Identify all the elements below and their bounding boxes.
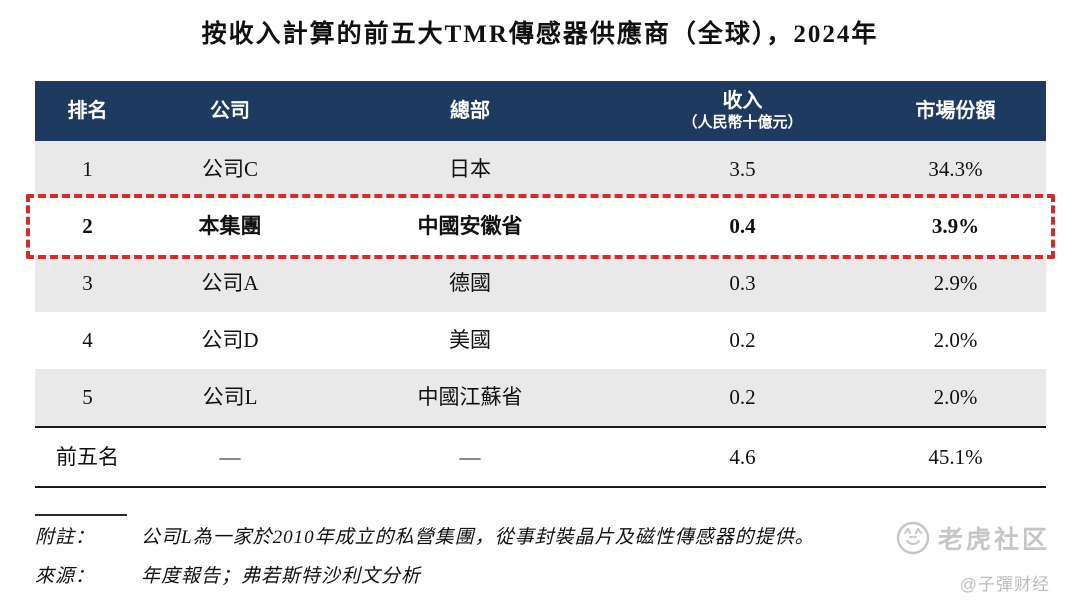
cell-revenue: 3.5: [729, 157, 756, 182]
note-text: 公司L為一家於2010年成立的私營集團，從事封裝晶片及磁性傳感器的提供。: [141, 527, 815, 548]
cell-share: 2.9%: [933, 271, 978, 296]
header-cell-share: 市場份額: [915, 99, 996, 122]
cell-hq: 德國: [449, 271, 491, 296]
table-row: 5 公司L 中國江蘇省 0.2 2.0%: [35, 369, 1046, 426]
table-row: 4 公司D 美國 0.2 2.0%: [35, 312, 1046, 369]
cell-share: 2.0%: [933, 328, 978, 353]
table-row: 3 公司A 德國 0.3 2.9%: [35, 255, 1046, 312]
note-gap: [103, 524, 141, 553]
footnotes: 附註： 公司L為一家於2010年成立的私營集團，從事封裝晶片及磁性傳感器的提供。…: [35, 524, 815, 601]
cell-rank: 5: [82, 385, 93, 410]
header-revenue-line2: （人民幣十億元）: [682, 114, 803, 131]
cell-share: 2.0%: [933, 385, 978, 410]
cell-rank: 3: [82, 271, 93, 296]
cell-company: 公司D: [201, 328, 259, 353]
table-row: 1 公司C 日本 3.5 34.3%: [35, 141, 1046, 198]
source-text: 年度報告；弗若斯特沙利文分析: [141, 565, 422, 587]
source-label: 來源：: [35, 565, 96, 587]
table-row-highlighted: 2 本集團 中國安徽省 0.4 3.9%: [26, 194, 1055, 259]
cell-hq: —: [459, 444, 481, 469]
cell-revenue: 0.4: [729, 214, 756, 239]
cell-share: 45.1%: [928, 444, 983, 469]
page-title: 按收入計算的前五大TMR傳感器供應商（全球），2024年: [201, 21, 879, 48]
cell-share: 3.9%: [931, 214, 980, 239]
cell-revenue: 4.6: [729, 444, 756, 469]
watermark-handle: @子彈财经: [959, 575, 1050, 594]
cell-company: 公司L: [202, 385, 258, 410]
cell-company: —: [219, 444, 241, 469]
cell-hq: 日本: [449, 157, 491, 182]
cell-rank: 1: [82, 157, 93, 182]
cell-company: 本集團: [198, 214, 262, 239]
watermark: 老虎社区 @子彈财经: [896, 520, 1050, 595]
header-cell-rank: 排名: [67, 99, 108, 122]
cell-hq: 中國江蘇省: [417, 385, 523, 410]
cell-rank: 2: [82, 214, 93, 239]
cell-company: 公司A: [201, 271, 259, 296]
header-cell-company: 公司: [210, 99, 250, 122]
table-header-row: 排名 公司 總部 收入 （人民幣十億元） 市場份額: [35, 81, 1046, 141]
suppliers-table: 排名 公司 總部 收入 （人民幣十億元） 市場份額 1 公司C 日本 3.5 3…: [26, 81, 1055, 488]
cell-revenue: 0.2: [729, 328, 756, 353]
watermark-community-name: 老虎社区: [937, 526, 1050, 554]
cell-rank: 前五名: [56, 444, 119, 469]
cell-revenue: 0.2: [729, 385, 756, 410]
cell-company: 公司C: [201, 157, 258, 182]
cell-rank: 4: [82, 328, 93, 353]
watermark-row: 老虎社区: [896, 520, 1050, 556]
header-revenue-line1: 收入: [722, 89, 763, 112]
header-cell-hq: 總部: [450, 99, 490, 122]
cell-revenue: 0.3: [729, 271, 756, 296]
source-line: 來源： 年度報告；弗若斯特沙利文分析: [35, 563, 815, 592]
tiger-logo-icon: [896, 521, 930, 555]
cell-hq: 中國安徽省: [417, 214, 523, 239]
note-gap: [103, 563, 141, 592]
cell-hq: 美國: [449, 328, 491, 353]
cell-share: 34.3%: [928, 157, 983, 182]
note-label: 附註：: [35, 527, 96, 548]
table-total-row: 前五名 — — 4.6 45.1%: [35, 426, 1046, 488]
footnote-divider: [35, 514, 127, 516]
header-cell-revenue: 收入 （人民幣十億元）: [620, 90, 865, 132]
note-line: 附註： 公司L為一家於2010年成立的私營集團，從事封裝晶片及磁性傳感器的提供。: [35, 524, 815, 553]
